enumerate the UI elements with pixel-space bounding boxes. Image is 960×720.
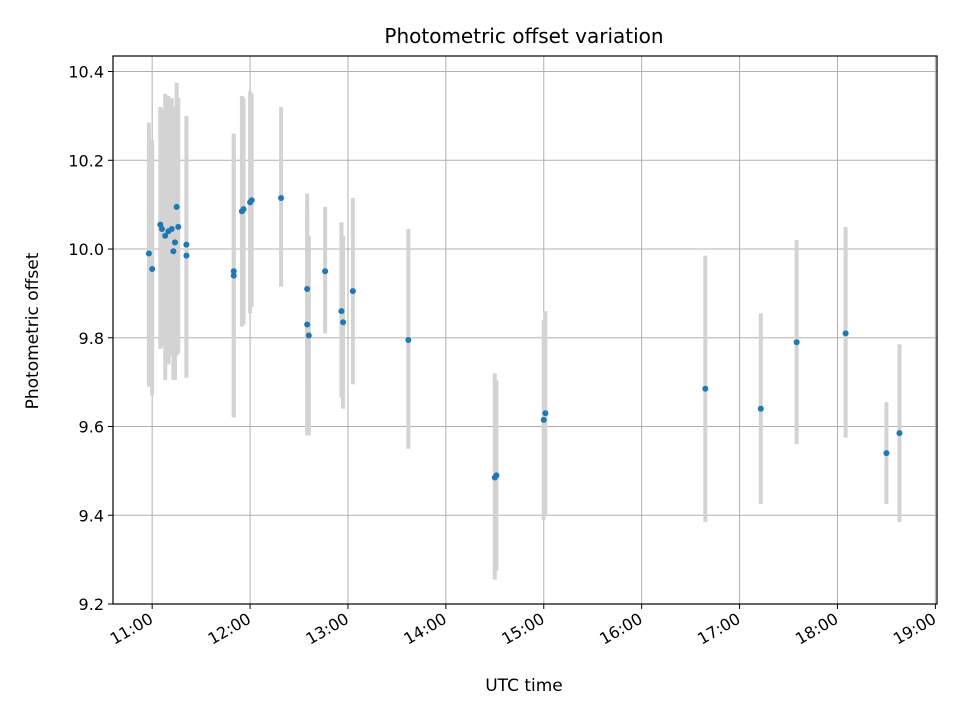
data-point	[175, 223, 182, 230]
data-point	[493, 472, 500, 479]
plot-frame	[112, 55, 938, 605]
data-point	[240, 206, 247, 213]
data-points	[145, 194, 903, 481]
data-point	[540, 416, 547, 423]
y-axis-label: Photometric offset	[23, 252, 43, 409]
data-point	[149, 265, 156, 272]
data-point	[158, 226, 165, 233]
data-point	[170, 248, 177, 255]
data-point	[304, 285, 311, 292]
data-point	[230, 272, 237, 279]
data-point	[338, 308, 345, 315]
data-point	[248, 197, 255, 204]
data-point	[883, 450, 890, 457]
data-point	[304, 321, 311, 328]
y-tick-label: 9.8	[79, 329, 104, 348]
y-tick-label: 10.0	[68, 240, 104, 259]
y-tick-label: 9.6	[79, 418, 104, 437]
chart-title: Photometric offset variation	[384, 24, 663, 48]
data-point	[340, 319, 347, 326]
data-point	[322, 268, 329, 275]
data-point	[168, 226, 175, 233]
data-point	[230, 268, 237, 275]
data-point	[162, 232, 169, 239]
y-tick-label: 10.4	[68, 63, 104, 82]
data-point	[183, 241, 190, 248]
data-point	[757, 405, 764, 412]
data-point	[405, 336, 412, 343]
y-axis-ticks: 9.2 9.4 9.6 9.8 10.0 10.2 10.4	[68, 63, 113, 614]
data-point	[896, 430, 903, 437]
data-point	[702, 385, 709, 392]
data-point	[278, 194, 285, 201]
data-point	[172, 239, 179, 246]
data-point	[145, 250, 152, 257]
data-point	[305, 332, 312, 339]
data-point	[842, 330, 849, 337]
data-point	[173, 203, 180, 210]
data-point	[542, 410, 549, 417]
data-point	[793, 339, 800, 346]
data-point	[183, 252, 190, 259]
y-tick-label: 10.2	[68, 151, 104, 170]
y-tick-label: 9.4	[79, 506, 104, 525]
data-point	[349, 288, 356, 295]
x-axis-label: UTC time	[485, 676, 563, 696]
y-tick-label: 9.2	[79, 595, 104, 614]
